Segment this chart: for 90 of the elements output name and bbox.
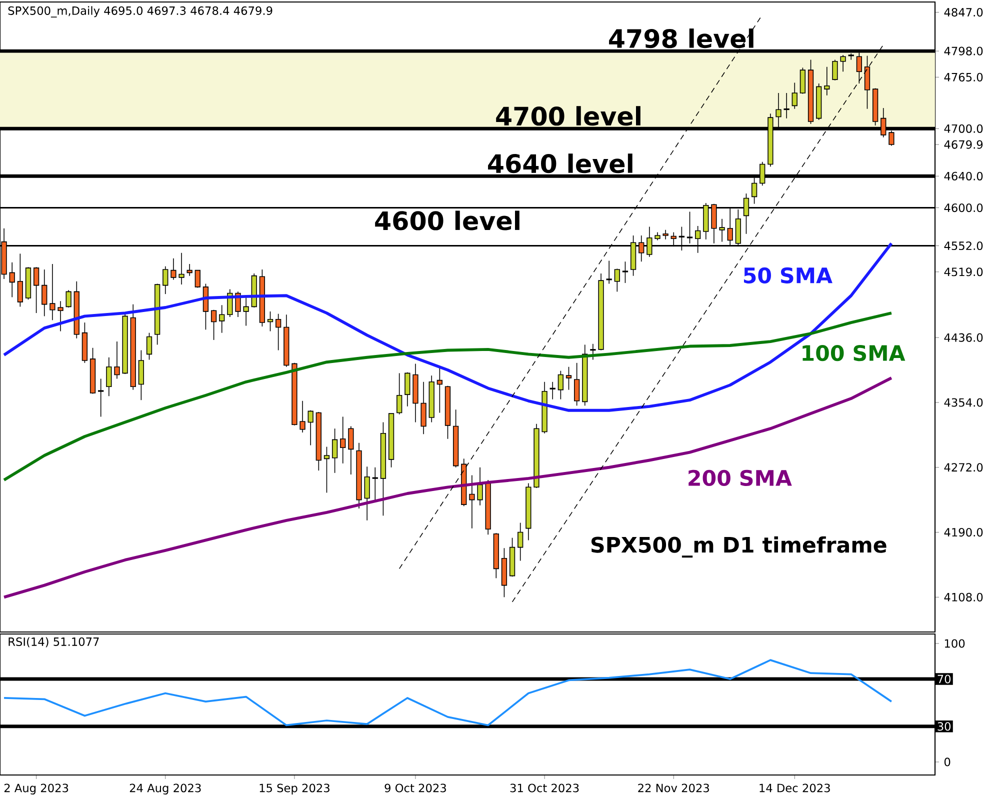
candlestick xyxy=(590,344,596,360)
y-tick-label: 4847.0 xyxy=(944,8,983,17)
candlestick xyxy=(800,67,806,94)
series-label: 200 SMA xyxy=(688,470,792,486)
line-series xyxy=(3,659,892,726)
candlestick xyxy=(396,372,402,415)
candlestick xyxy=(332,428,338,474)
series-label: 50 SMA xyxy=(744,267,832,284)
y-tick-label: 4354.0 xyxy=(944,398,983,407)
line-series xyxy=(2,376,893,599)
candlestick xyxy=(824,66,830,96)
x-tick-label: 15 Sep 2023 xyxy=(260,784,330,794)
candlestick xyxy=(170,258,176,280)
candlestick xyxy=(178,252,184,285)
y-tick-label: 4798.0 xyxy=(944,46,983,56)
candlestick xyxy=(574,362,580,406)
candlestick xyxy=(792,82,798,110)
candlestick xyxy=(606,260,612,284)
candlestick xyxy=(348,426,354,475)
y-tick-label: 0 xyxy=(944,758,950,766)
ref-line-label: 70 xyxy=(938,674,951,684)
candlestick xyxy=(114,341,120,380)
y-tick-label: 4108.0 xyxy=(944,592,983,602)
x-tick-label: 2 Aug 2023 xyxy=(4,784,68,794)
candlestick xyxy=(436,366,442,414)
candlestick xyxy=(518,522,524,562)
candlestick xyxy=(17,253,23,308)
candlestick xyxy=(420,381,426,435)
candlestick xyxy=(864,55,870,110)
y-tick-label: 4272.0 xyxy=(944,463,983,472)
candlestick xyxy=(832,59,838,81)
candlestick xyxy=(784,92,790,119)
y-tick-label: 4190.0 xyxy=(944,528,983,537)
candlestick xyxy=(622,261,628,284)
candlestick xyxy=(300,400,306,433)
candlestick xyxy=(566,366,572,390)
chart-title: RSI(14) 51.1077 xyxy=(8,637,99,648)
y-tick-label: 4765.0 xyxy=(944,72,983,82)
candlestick xyxy=(66,290,72,308)
annotation: SPX500_m D1 timeframe xyxy=(591,536,886,558)
ref-line-label: 4700 level xyxy=(496,106,640,126)
x-tick-label: 14 Dec 2023 xyxy=(760,784,830,792)
series-label: 100 SMA xyxy=(802,344,906,362)
candlestick xyxy=(42,269,48,317)
candlestick xyxy=(146,332,152,360)
candlestick xyxy=(33,266,40,314)
y-tick-label: 4552.0 xyxy=(944,241,983,250)
y-tick-label: 4640.0 xyxy=(944,172,983,180)
candlestick xyxy=(50,264,56,321)
candlestick xyxy=(194,270,200,288)
candlestick xyxy=(308,410,314,446)
candlestick xyxy=(138,350,144,400)
y-tick-label: 4519.0 xyxy=(944,268,983,276)
candlestick xyxy=(469,474,475,529)
candlestick xyxy=(210,309,217,340)
ref-line-label: 4798 level xyxy=(609,28,754,48)
candlestick xyxy=(340,416,346,464)
ref-line-label: 30 xyxy=(938,722,951,731)
chart-title: SPX500_m,Daily 4695.0 4697.3 4678.4 4679.9 xyxy=(8,6,272,18)
y-tick-label: 4700.0 xyxy=(944,124,983,133)
candlestick xyxy=(276,313,282,351)
candlestick xyxy=(840,54,846,72)
y-tick-label: 4436.0 xyxy=(944,333,983,342)
candlestick xyxy=(614,268,620,292)
y-tick-label: 4600.0 xyxy=(944,203,983,212)
y-tick-label: 4679.9 xyxy=(944,140,983,149)
candlestick xyxy=(186,264,192,276)
ref-line-label: 4600 level xyxy=(375,210,520,230)
candlestick xyxy=(558,370,564,400)
candlestick xyxy=(364,466,370,521)
candlestick xyxy=(662,230,668,240)
candlestick xyxy=(267,311,274,332)
candlestick xyxy=(106,356,112,397)
x-tick-label: 31 Oct 2023 xyxy=(510,784,579,792)
ref-line-label: 4640 level xyxy=(488,154,632,174)
candlestick xyxy=(404,372,410,407)
x-tick-label: 9 Oct 2023 xyxy=(384,784,446,792)
candlestick xyxy=(162,266,168,294)
x-tick-label: 22 Nov 2023 xyxy=(638,784,709,792)
y-tick-label: 100 xyxy=(944,639,965,648)
candlestick xyxy=(9,262,15,298)
candlestick xyxy=(219,304,225,334)
candlestick xyxy=(324,446,330,494)
candlestick xyxy=(477,466,483,506)
candlestick xyxy=(243,296,249,326)
candlestick xyxy=(550,381,556,400)
x-tick-label: 24 Aug 2023 xyxy=(130,784,201,794)
candlestick xyxy=(719,218,725,242)
candlestick xyxy=(58,300,64,332)
candlestick xyxy=(98,378,104,418)
